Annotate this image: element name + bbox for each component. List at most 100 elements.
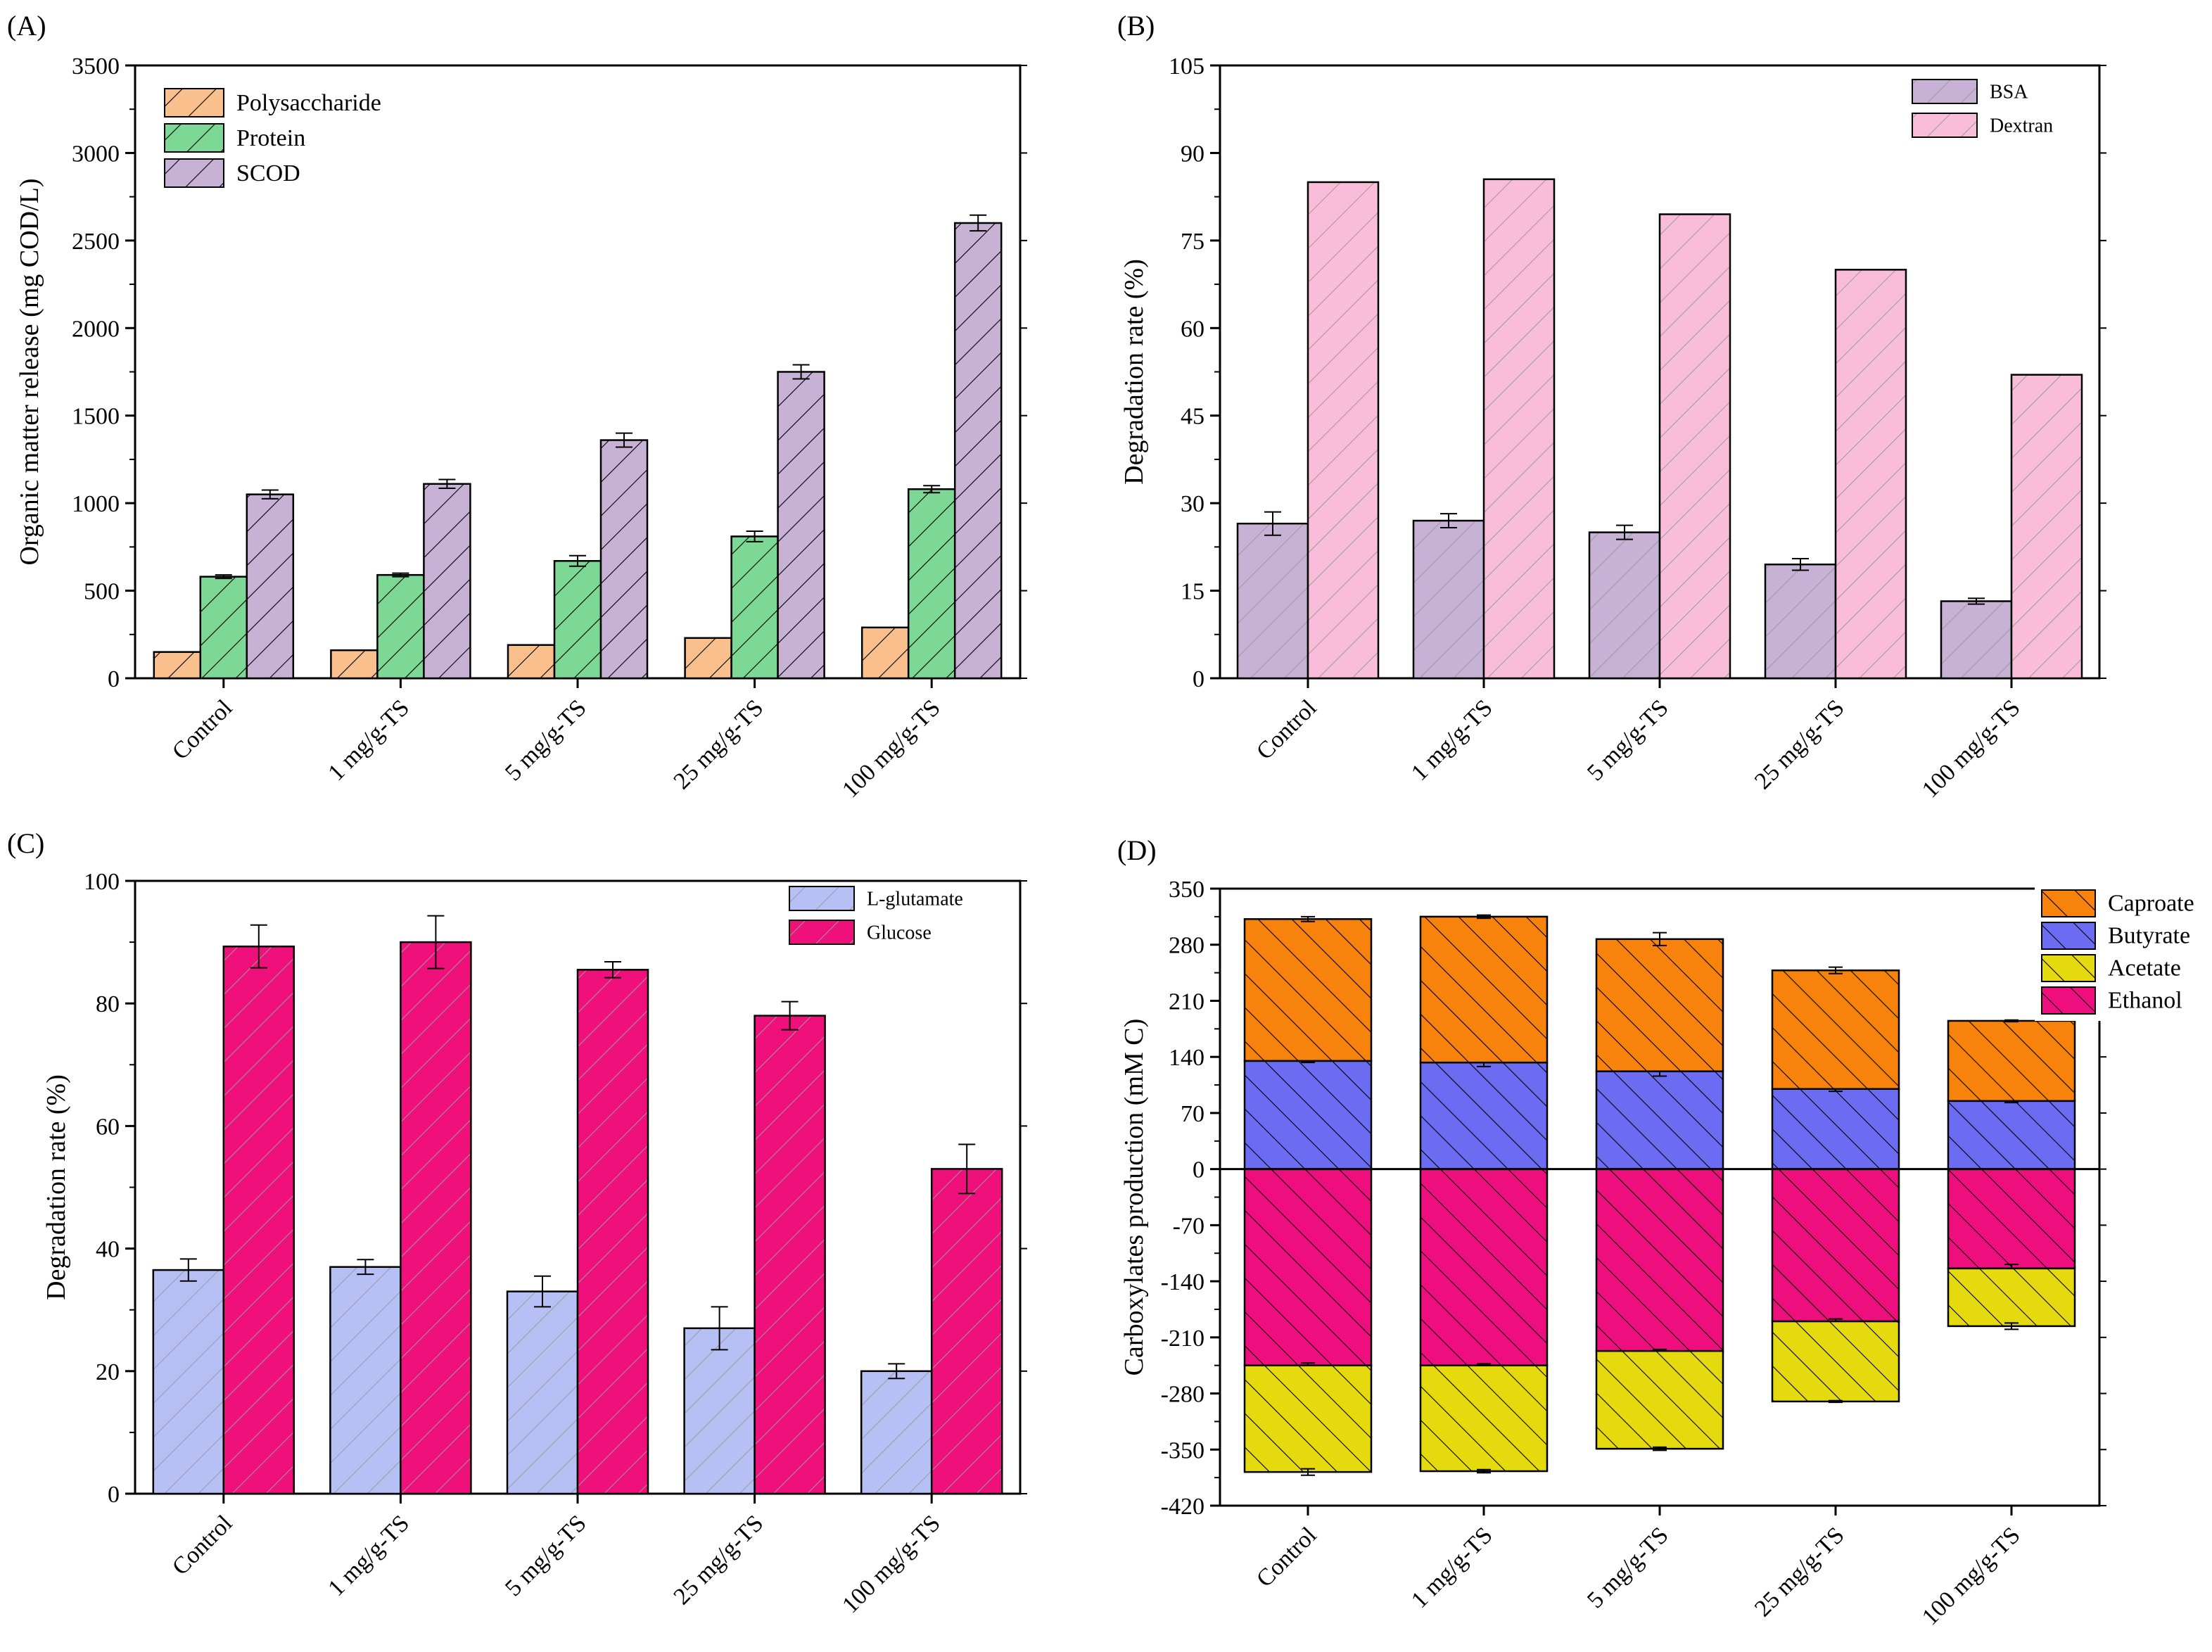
y-tick-label: -420	[1161, 1494, 1204, 1520]
x-tick-label: Control	[167, 694, 238, 765]
y-tick-label: 105	[1169, 53, 1204, 80]
legend: BSA Dextran	[1912, 79, 2053, 138]
bar-hatch	[1482, 178, 1556, 680]
bar-hatch	[953, 222, 1003, 680]
x-tick-label: Control	[167, 1510, 238, 1580]
legend-label: SCOD	[236, 160, 300, 186]
stack-hatch	[1771, 969, 1900, 1090]
stack-hatch	[1771, 1088, 1900, 1170]
legend-swatch-hatch	[164, 123, 224, 153]
legend-label: Polysaccharide	[236, 90, 381, 116]
legend-swatch-hatch	[1912, 113, 1978, 138]
y-tick-label: 70	[1181, 1101, 1204, 1127]
y-tick-label: 1500	[72, 404, 120, 430]
bar-hatch	[2010, 374, 2083, 680]
bar-hatch	[1236, 522, 1309, 680]
stack-hatch	[1947, 1019, 2076, 1103]
y-tick-label: 0	[1193, 666, 1204, 692]
legend-label: Acetate	[2108, 955, 2181, 981]
chart-panel-1: (A) 0 500 1000 1500 2000 2500 3000 3500 Organic m…	[7, 10, 1027, 803]
x-tick-label: 25 mg/g-TS	[1750, 694, 1850, 794]
bar-hatch	[860, 1370, 933, 1495]
stack-hatch	[1771, 1168, 1900, 1323]
y-tick-label: 30	[1181, 491, 1204, 517]
stack-hatch	[1419, 915, 1549, 1064]
stack-hatch	[1595, 1168, 1724, 1352]
y-tick-label: 100	[84, 869, 120, 895]
x-tick-label: 1 mg/g-TS	[323, 694, 414, 786]
x-tick-label: 5 mg/g-TS	[1582, 694, 1674, 786]
panel-label: (D)	[1117, 834, 1157, 866]
legend-label: Protein	[236, 125, 305, 151]
legend-label: Butyrate	[2108, 923, 2190, 949]
bar-hatch	[400, 941, 472, 1495]
legend: Polysaccharide Protein SCOD	[164, 88, 381, 188]
y-tick-label: 500	[84, 579, 120, 605]
bar-hatch	[777, 371, 825, 680]
y-tick-label: 0	[108, 666, 120, 692]
x-tick-label: 1 mg/g-TS	[323, 1510, 414, 1601]
y-tick-label: 90	[1181, 141, 1204, 167]
legend-swatch-hatch	[789, 920, 855, 945]
bar-hatch	[506, 1290, 579, 1495]
y-tick-label: 45	[1181, 404, 1204, 430]
stack-hatch	[1595, 1349, 1724, 1450]
y-tick-label: -70	[1173, 1213, 1204, 1239]
legend-label: L-glutamate	[867, 889, 963, 910]
legend-swatch-hatch	[789, 886, 855, 911]
y-axis-label: Organic matter release (mg COD/L)	[15, 178, 44, 565]
chart-panel-3: (C) 0 20 40 60 80 100 Degradation rate (%) Contr…	[7, 827, 1027, 1618]
bar-hatch	[199, 576, 248, 680]
y-tick-label: 0	[1193, 1157, 1204, 1183]
chart-panel-2: (B) 0 15 30 45 60 75 90 105 Degradation rate (%) C…	[1117, 10, 2106, 803]
legend-swatch-hatch	[2041, 922, 2096, 950]
stack-hatch	[1947, 1267, 2076, 1328]
panel-label: (C)	[7, 827, 44, 859]
legend-swatch-hatch	[164, 158, 224, 188]
stack-hatch	[1419, 1061, 1549, 1170]
y-tick-label: 60	[1181, 316, 1204, 342]
bar-hatch	[683, 1327, 756, 1495]
y-tick-label: -280	[1161, 1382, 1204, 1408]
x-tick-label: 100 mg/g-TS	[837, 1510, 946, 1618]
bar-hatch	[330, 649, 379, 680]
y-tick-label: 75	[1181, 229, 1204, 255]
stack-hatch	[1243, 1364, 1373, 1473]
x-tick-label: 5 mg/g-TS	[500, 694, 592, 786]
stack-hatch	[1243, 918, 1373, 1062]
bar-hatch	[153, 651, 202, 680]
x-tick-label: 25 mg/g-TS	[669, 694, 769, 794]
bar-hatch	[1588, 531, 1661, 680]
bar-hatch	[329, 1266, 402, 1495]
legend: Caproate Butyrate Acetate Ethanol	[2035, 882, 2197, 1021]
stack-hatch	[1243, 1168, 1373, 1366]
y-tick-label: 20	[96, 1359, 120, 1385]
stack-hatch	[1595, 1070, 1724, 1170]
stack-hatch	[1947, 1168, 2076, 1270]
bar-hatch	[1764, 563, 1837, 680]
y-axis-label: Degradation rate (%)	[42, 1074, 71, 1300]
bar-hatch	[152, 1269, 225, 1495]
y-tick-label: 80	[96, 991, 120, 1017]
bar-hatch	[376, 573, 425, 680]
x-tick-label: Control	[1252, 694, 1322, 765]
x-tick-label: 5 mg/g-TS	[500, 1510, 592, 1601]
bar-hatch	[754, 1015, 826, 1495]
y-tick-label: 210	[1169, 989, 1204, 1015]
bar-hatch	[730, 535, 779, 680]
legend-swatch-hatch	[2041, 889, 2096, 917]
bar-hatch	[576, 969, 649, 1495]
x-tick-label: 25 mg/g-TS	[1750, 1522, 1850, 1622]
y-axis-label: Carboxylates production (mM C)	[1119, 1019, 1149, 1376]
stack-hatch	[1595, 938, 1724, 1072]
bar-hatch	[599, 439, 649, 680]
x-tick-label: 100 mg/g-TS	[837, 694, 946, 803]
panel-label: (B)	[1117, 10, 1155, 42]
y-tick-label: 2500	[72, 229, 120, 255]
y-tick-label: 2000	[72, 316, 120, 342]
x-tick-label: 100 mg/g-TS	[1917, 1522, 2026, 1630]
legend-label: Caproate	[2108, 891, 2194, 917]
stack-hatch	[1243, 1060, 1373, 1170]
y-tick-label: -210	[1161, 1326, 1204, 1352]
